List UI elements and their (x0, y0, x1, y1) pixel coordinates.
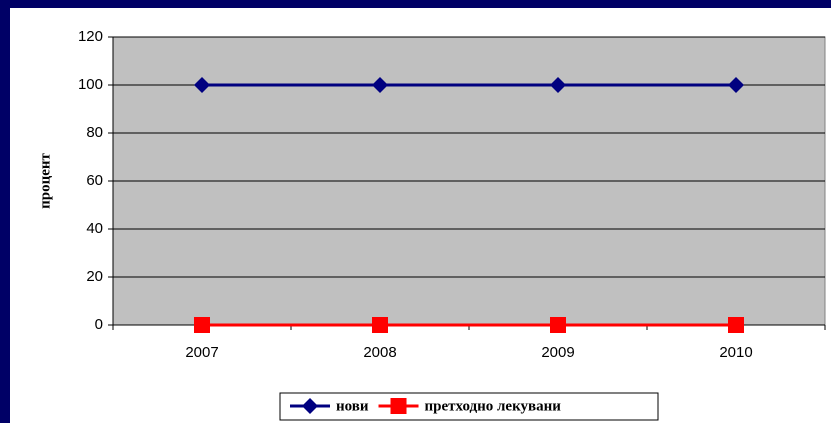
data-point (728, 77, 744, 93)
data-point (194, 77, 210, 93)
y-tick-label: 120 (78, 28, 103, 45)
y-axis-label: процент (37, 152, 53, 208)
legend-label: претходно лекувани (425, 398, 562, 414)
data-point (550, 77, 566, 93)
legend-swatch-marker (302, 398, 318, 414)
x-tick-label: 2010 (719, 344, 752, 361)
legend-swatch-marker (390, 398, 407, 414)
y-tick-label: 0 (95, 316, 103, 333)
legend-box (279, 392, 659, 421)
data-point (550, 317, 566, 333)
y-tick-label: 100 (78, 76, 103, 93)
data-point (194, 317, 210, 333)
y-tick-label: 20 (86, 268, 103, 285)
x-tick-label: 2009 (541, 344, 574, 361)
x-tick-label: 2008 (363, 344, 396, 361)
data-point (372, 317, 388, 333)
y-tick-label: 40 (86, 220, 103, 237)
data-point (728, 317, 744, 333)
y-tick-label: 80 (86, 124, 103, 141)
legend-label: нови (336, 398, 369, 414)
x-tick-label: 2007 (185, 344, 218, 361)
data-point (372, 77, 388, 93)
y-tick-label: 60 (86, 172, 103, 189)
